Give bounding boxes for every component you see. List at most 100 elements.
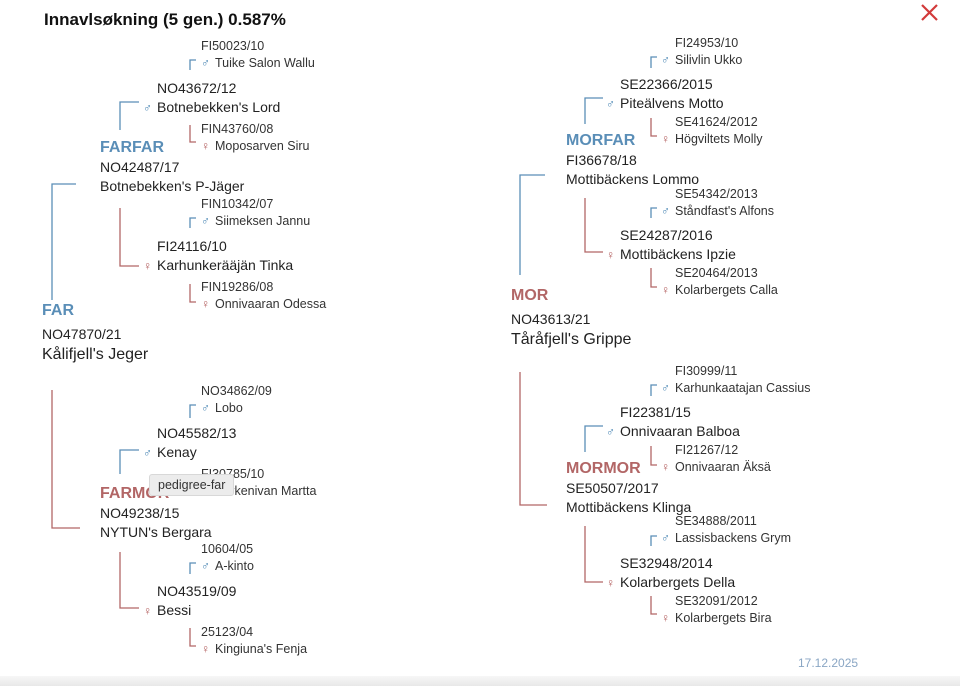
dog-name: Onnivaaran Äksä [675,460,771,474]
role-label: FARFAR [100,139,164,156]
pedigree-ancestor[interactable]: FIN19286/08 ♀ Onnivaaran Odessa [201,279,326,313]
pedigree-ancestor[interactable]: 10604/05 ♂ A-kinto [201,541,254,575]
dog-name: Lobo [215,401,243,415]
pedigree-ancestor[interactable]: SE22366/2015 ♂ Piteälvens Motto [606,75,724,114]
registration-number: FI36678/18 [566,152,637,168]
female-icon: ♀ [606,248,615,262]
pedigree-ancestor[interactable]: NO43519/09 ♀ Bessi [143,582,236,621]
dog-name: Lassisbackens Grym [675,531,792,545]
dog-name: Högviltets Molly [675,132,763,146]
morfar-entry[interactable]: MORFAR FI36678/18 Mottibäckens Lommo [566,130,699,189]
dog-name: Mottibäckens Ipzie [620,246,736,262]
dog-name: Kenay [157,444,197,460]
dog-name: Botnebekken's P-Jäger [100,178,245,194]
female-icon: ♀ [201,297,210,311]
female-icon: ♀ [201,139,210,153]
female-icon: ♀ [661,283,670,297]
pedigree-ancestor[interactable]: FI30999/11 ♂ Karhunkaatajan Cassius [661,363,811,397]
pedigree-ancestor[interactable]: SE34888/2011 ♂ Lassisbackens Grym [661,513,791,547]
registration-number: SE54342/2013 [675,187,758,201]
date-stamp: 17.12.2025 [798,656,859,670]
male-icon: ♂ [661,531,670,545]
dog-name: Tuike Salon Wallu [215,56,315,70]
male-icon: ♂ [661,204,670,218]
registration-number: FI24953/10 [675,36,739,50]
page-title: Innavlsøkning (5 gen.) 0.587% [44,10,286,29]
dog-name: Karhunkaatajan Cassius [675,381,811,395]
dog-name: Kolarbergets Della [620,574,736,590]
role-label: MORFAR [566,132,636,149]
pedigree-ancestor[interactable]: FI50023/10 ♂ Tuike Salon Wallu [201,38,315,72]
female-icon: ♀ [143,259,152,273]
dog-name: Bessi [157,602,192,618]
dog-name: Karhunkerääjän Tinka [157,257,294,273]
registration-number: NO42487/17 [100,159,180,175]
pedigree-ancestor[interactable]: FI22381/15 ♂ Onnivaaran Balboa [606,403,740,442]
role-label: MOR [511,287,549,304]
mormor-entry[interactable]: MORMOR SE50507/2017 Mottibäckens Klinga [566,458,691,517]
registration-number: FI50023/10 [201,39,265,53]
registration-number: FIN43760/08 [201,122,274,136]
registration-number: 10604/05 [201,542,254,556]
pedigree-ancestor[interactable]: FI24116/10 ♀ Karhunkerääjän Tinka [143,237,293,276]
registration-number: SE32948/2014 [620,555,713,571]
pedigree-ancestor[interactable]: FI21267/12 ♀ Onnivaaran Äksä [661,442,771,476]
pedigree-ancestor[interactable]: SE32948/2014 ♀ Kolarbergets Della [606,554,735,593]
dog-name: Moposarven Siru [215,139,310,153]
registration-number: SE20464/2013 [675,266,758,280]
dog-name: Mottibäckens Lommo [566,171,700,187]
male-icon: ♂ [143,101,152,115]
female-icon: ♀ [661,460,670,474]
dog-name: Botnebekken's Lord [157,99,281,115]
male-icon: ♂ [201,214,210,228]
pedigree-ancestor[interactable]: SE24287/2016 ♀ Mottibäckens Ipzie [606,226,736,265]
pedigree-ancestor[interactable]: NO45582/13 ♂ Kenay [143,424,236,463]
registration-number: SE24287/2016 [620,227,713,243]
tooltip: pedigree-far [149,474,235,496]
male-icon: ♂ [661,381,670,395]
dog-name: Kolarbergets Calla [675,283,778,297]
far-entry[interactable]: FAR NO47870/21 Kålifjell's Jeger [42,300,148,365]
dog-name: Kålifjell's Jeger [42,346,149,363]
pedigree-ancestor[interactable]: SE20464/2013 ♀ Kolarbergets Calla [661,265,778,299]
pedigree-ancestor[interactable]: SE54342/2013 ♂ Ståndfast's Alfons [661,186,774,220]
pedigree-ancestor[interactable]: SE32091/2012 ♀ Kolarbergets Bira [661,593,772,627]
registration-number: 25123/04 [201,625,254,639]
role-label: FAR [42,302,74,319]
pedigree-ancestor[interactable]: NO43672/12 ♂ Botnebekken's Lord [143,79,280,118]
role-label: MORMOR [566,460,641,477]
registration-number: FI21267/12 [675,443,739,457]
registration-number: NO45582/13 [157,425,237,441]
dog-name: Tåråfjell's Grippe [511,331,632,348]
male-icon: ♂ [201,56,210,70]
dog-name: NYTUN's Bergara [100,524,212,540]
registration-number: NO43672/12 [157,80,237,96]
male-icon: ♂ [201,559,210,573]
male-icon: ♂ [661,53,670,67]
registration-number: SE41624/2012 [675,115,758,129]
registration-number: FI22381/15 [620,404,691,420]
pedigree-ancestor[interactable]: FIN43760/08 ♀ Moposarven Siru [201,121,310,155]
dog-name: Silivlin Ukko [675,53,743,67]
registration-number: NO34862/09 [201,384,272,398]
pedigree-ancestor[interactable]: FIN10342/07 ♂ Siimeksen Jannu [201,196,310,230]
mor-entry[interactable]: MOR NO43613/21 Tåråfjell's Grippe [511,285,631,350]
pedigree-ancestor[interactable]: NO34862/09 ♂ Lobo [201,383,272,417]
pedigree-ancestor[interactable]: 25123/04 ♀ Kingiuna's Fenja [201,624,307,658]
female-icon: ♀ [661,132,670,146]
female-icon: ♀ [201,642,210,656]
registration-number: NO49238/15 [100,505,180,521]
male-icon: ♂ [606,97,615,111]
dog-name: Mottibäckens Klinga [566,499,692,515]
registration-number: FI24116/10 [157,238,227,254]
pedigree-ancestor[interactable]: FI24953/10 ♂ Silivlin Ukko [661,35,742,69]
close-icon[interactable] [918,0,942,24]
pedigree-ancestor[interactable]: SE41624/2012 ♀ Högviltets Molly [661,114,763,148]
farfar-entry[interactable]: FARFAR NO42487/17 Botnebekken's P-Jäger [100,137,244,196]
bottom-edge [0,676,960,686]
dog-name: Kolarbergets Bira [675,611,772,625]
female-icon: ♀ [661,611,670,625]
dog-name: Siimeksen Jannu [215,214,311,228]
registration-number: FIN19286/08 [201,280,274,294]
dog-name: Onnivaaran Balboa [620,423,740,439]
